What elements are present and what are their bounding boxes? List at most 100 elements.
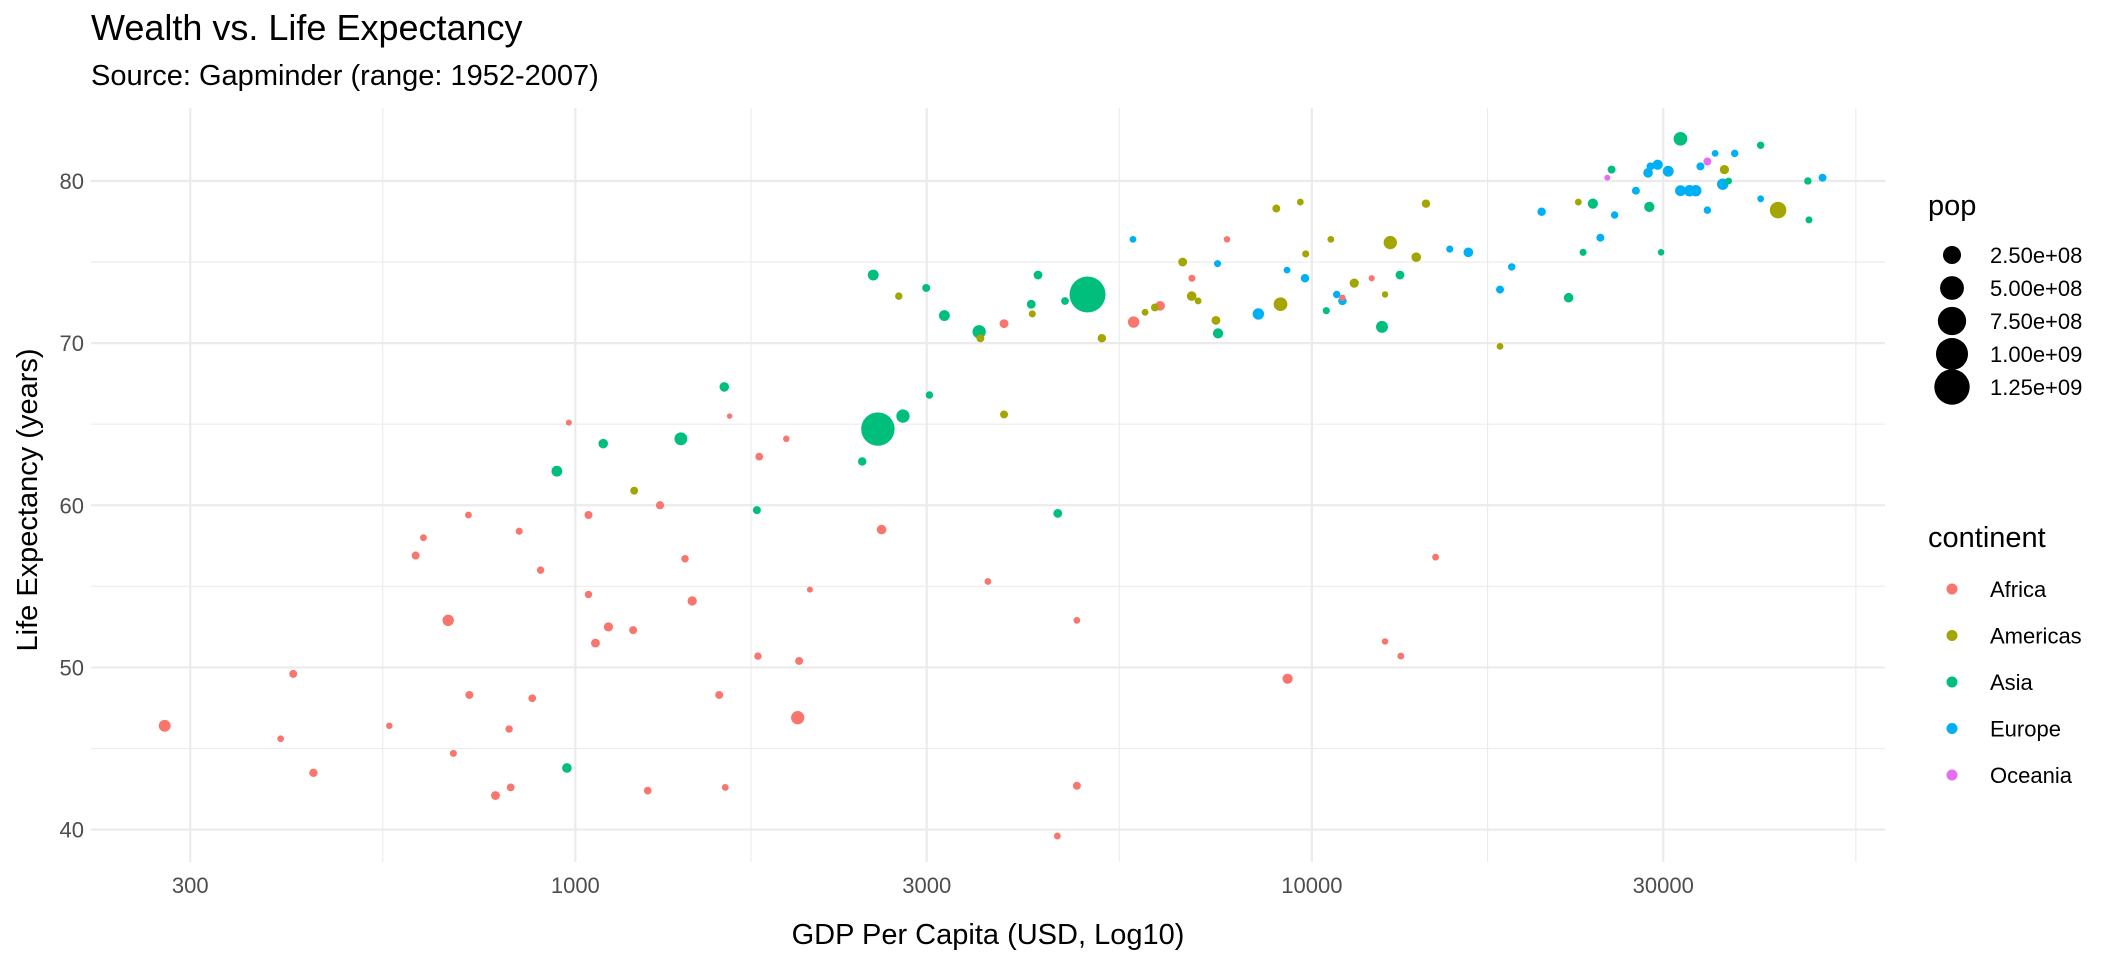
data-point-asia <box>1053 508 1063 518</box>
color-legend-key <box>1946 723 1958 734</box>
size-legend-key <box>1940 276 1964 300</box>
data-point-americas <box>895 292 903 300</box>
data-point-africa <box>806 586 813 593</box>
data-point-africa <box>386 722 393 730</box>
color-legend-title: continent <box>1928 522 2046 554</box>
data-point-africa <box>1223 236 1231 243</box>
data-point-asia <box>1805 216 1813 224</box>
data-point-africa <box>506 783 515 792</box>
data-point-americas <box>976 334 985 343</box>
data-point-africa <box>783 435 790 443</box>
data-point-americas <box>1411 252 1422 262</box>
data-point-europe <box>1213 260 1222 268</box>
data-point-asia <box>1725 177 1733 185</box>
y-tick-label: 70 <box>60 331 84 356</box>
data-point-europe <box>1696 162 1705 171</box>
minor-gridlines <box>91 108 1885 862</box>
data-point-africa <box>420 534 427 542</box>
size-legend-key <box>1935 337 1969 371</box>
data-point-africa <box>584 590 593 599</box>
y-tick-label: 50 <box>60 655 84 680</box>
data-point-europe <box>1283 266 1291 274</box>
y-tick-label: 80 <box>60 169 84 194</box>
data-point-americas <box>1097 334 1107 343</box>
data-point-asia <box>922 284 931 292</box>
data-point-asia <box>1756 141 1765 150</box>
data-point-asia <box>551 465 563 477</box>
data-point-asia <box>1657 249 1665 256</box>
data-point-africa <box>754 652 762 660</box>
y-tick-label: 40 <box>60 818 84 843</box>
data-point-europe <box>1690 184 1702 197</box>
size-legend: 2.50e+08 5.00e+08 7.50e+08 1.00e+09 1.25e+09 <box>1934 243 2082 405</box>
data-point-americas <box>1150 303 1159 312</box>
data-point-africa <box>755 452 764 461</box>
data-point-africa <box>505 725 513 733</box>
data-point-asia <box>1069 276 1106 313</box>
data-point-africa <box>1397 652 1405 660</box>
data-point-africa <box>277 735 285 743</box>
data-point-asia <box>1033 270 1043 280</box>
x-tick-label: 300 <box>172 873 209 898</box>
data-point-asia <box>1644 201 1655 213</box>
data-point-africa <box>465 511 472 519</box>
data-point-asia <box>896 409 910 423</box>
data-point-africa <box>1282 673 1293 684</box>
data-point-asia <box>925 391 934 399</box>
data-point-asia <box>1587 198 1599 209</box>
data-point-africa <box>1339 294 1346 301</box>
data-point-africa <box>629 626 638 635</box>
data-point-africa <box>984 578 992 585</box>
size-legend-label: 1.00e+09 <box>1990 342 2082 367</box>
color-legend-key <box>1946 676 1958 688</box>
data-point-europe <box>1675 185 1686 197</box>
x-tick-label: 30000 <box>1633 873 1694 898</box>
data-point-asia <box>719 382 730 392</box>
data-point-europe <box>1646 162 1655 171</box>
data-point-africa <box>687 596 697 606</box>
data-point-africa <box>1072 781 1081 790</box>
data-point-oceania <box>1703 157 1712 166</box>
data-point-asia <box>1804 177 1812 185</box>
data-point-americas <box>1211 315 1221 325</box>
color-legend-key <box>1946 583 1958 595</box>
data-point-americas <box>1028 310 1036 318</box>
y-axis-ticks: 40 50 60 70 80 <box>60 169 84 843</box>
chart-subtitle: Source: Gapminder (range: 1952-2007) <box>91 60 599 92</box>
data-point-americas <box>1383 235 1397 250</box>
size-legend-label: 1.25e+09 <box>1990 375 2082 400</box>
data-point-europe <box>1652 159 1663 170</box>
data-point-europe <box>1662 165 1674 177</box>
color-legend: Africa Americas Asia Europe Oceania <box>1946 577 2082 788</box>
data-point-asia <box>1212 328 1224 339</box>
data-point-europe <box>1730 149 1739 158</box>
data-point-asia <box>858 457 867 466</box>
data-point-asia <box>752 506 761 515</box>
data-point-africa <box>715 691 724 699</box>
data-point-americas <box>1349 278 1359 288</box>
data-point-europe <box>1496 285 1505 294</box>
data-point-africa <box>515 527 523 535</box>
data-point-africa <box>721 784 729 791</box>
data-point-africa <box>1368 275 1375 282</box>
data-point-americas <box>1421 199 1431 208</box>
data-point-africa <box>528 694 537 703</box>
data-point-africa <box>603 622 614 632</box>
data-point-africa <box>584 511 593 519</box>
data-point-americas <box>1272 204 1281 213</box>
data-point-africa <box>289 669 298 678</box>
data-point-americas <box>1296 198 1304 206</box>
color-legend-label: Europe <box>1990 717 2061 742</box>
data-point-europe <box>1818 173 1827 182</box>
data-point-europe <box>1610 211 1619 219</box>
data-point-africa <box>591 638 600 648</box>
data-point-africa <box>795 656 804 665</box>
data-point-europe <box>1757 195 1765 203</box>
data-point-asia <box>938 310 950 321</box>
data-point-americas <box>1000 410 1009 419</box>
data-point-americas <box>1186 291 1197 301</box>
color-legend-key <box>1946 630 1958 641</box>
data-point-americas <box>1769 201 1787 219</box>
data-point-africa <box>565 419 572 426</box>
data-point-asia <box>1376 320 1388 333</box>
